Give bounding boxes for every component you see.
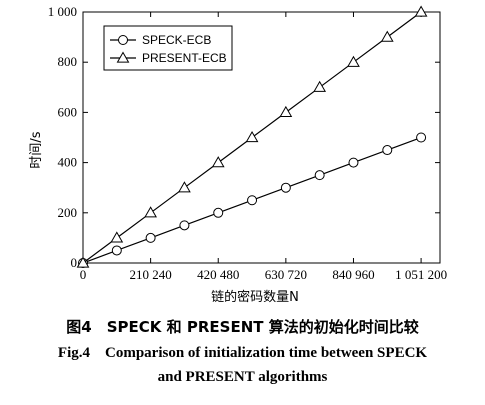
y-tick-label: 200 — [58, 205, 78, 220]
series-present-ecb — [76, 5, 428, 268]
x-tick-label: 420 480 — [197, 267, 239, 282]
plot-frame — [82, 11, 441, 264]
data-point — [179, 220, 190, 231]
y-axis-label: 时间/s — [29, 131, 44, 168]
series-speck-ecb — [78, 132, 427, 268]
x-tick-label: 840 960 — [332, 267, 374, 282]
figure-caption-english-line1: Fig.4 Comparison of initialization time … — [57, 345, 428, 361]
data-point — [245, 130, 259, 143]
x-tick-label: 630 720 — [265, 267, 307, 282]
y-tick-label: 800 — [58, 54, 78, 69]
x-axis-label: 链的密码数量N — [211, 289, 299, 305]
data-point — [279, 105, 293, 118]
data-point — [347, 55, 360, 67]
data-point — [348, 157, 359, 168]
data-point — [144, 206, 157, 218]
figure-caption-chinese: 图4 SPECK 和 PRESENT 算法的初始化时间比较 — [66, 318, 419, 336]
data-point — [280, 182, 291, 193]
data-point — [211, 156, 225, 168]
data-point — [382, 145, 393, 156]
x-tick-label: 1 051 200 — [395, 267, 447, 282]
data-point — [247, 195, 258, 206]
data-point — [110, 231, 124, 243]
data-point — [76, 256, 90, 268]
data-point — [313, 80, 327, 92]
data-point — [414, 5, 428, 17]
data-point — [178, 181, 191, 193]
y-tick-label: 400 — [58, 155, 78, 170]
y-tick-label: 1 000 — [48, 4, 77, 19]
figure-caption-english-line2: and PRESENT algorithms — [157, 369, 328, 385]
legend-marker — [118, 35, 128, 45]
line-chart: 0 210 240 420 480 630 720 840 960 1 051 200 0 2… — [29, 4, 447, 305]
legend-box — [103, 25, 233, 71]
data-point — [213, 207, 224, 218]
chart-series — [76, 5, 428, 268]
legend-label: PRESENT-ECB — [142, 51, 227, 65]
chart-axes — [82, 11, 441, 264]
data-point — [416, 132, 427, 143]
y-tick-label: 0 — [71, 255, 78, 270]
data-point — [145, 232, 156, 243]
chart-legend: SPECK-ECB PRESENT-ECB — [103, 25, 233, 71]
data-point — [111, 245, 122, 256]
y-tick-label: 600 — [58, 104, 78, 119]
legend-label: SPECK-ECB — [142, 33, 211, 47]
data-point — [380, 30, 394, 42]
x-tick-label: 0 — [80, 267, 87, 282]
data-point — [314, 170, 325, 181]
legend-marker — [116, 51, 130, 63]
x-tick-label: 210 240 — [129, 267, 171, 282]
